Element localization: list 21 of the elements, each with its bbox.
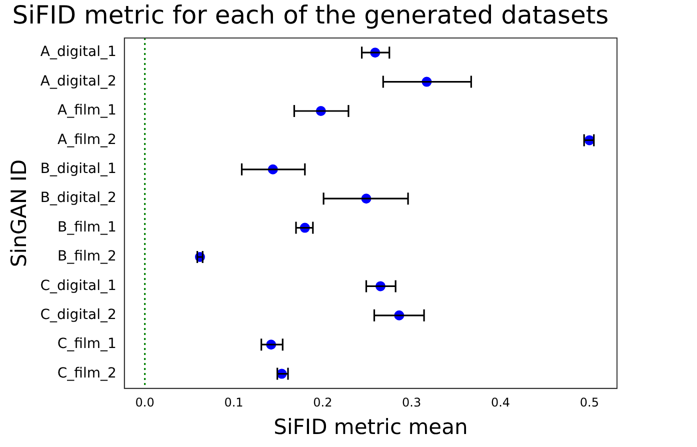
x-tick-label: 0.3 bbox=[402, 396, 422, 410]
x-tick-label: 0.5 bbox=[580, 396, 599, 410]
y-tick-label: A_film_2 bbox=[58, 132, 116, 148]
x-tick-label: 0.0 bbox=[135, 396, 154, 410]
y-tick-label: C_digital_2 bbox=[40, 307, 116, 324]
y-tick-label: A_film_1 bbox=[58, 102, 116, 119]
y-tick-label: B_film_1 bbox=[58, 219, 116, 236]
y-tick-label: B_digital_2 bbox=[40, 190, 116, 206]
chart-title: SiFID metric for each of the generated datasets bbox=[12, 0, 609, 30]
x-axis-title: SiFID metric mean bbox=[274, 414, 468, 439]
x-tick-label: 0.2 bbox=[313, 396, 332, 410]
y-tick-label: C_film_2 bbox=[57, 365, 116, 382]
x-tick-label: 0.4 bbox=[490, 396, 510, 410]
y-tick-label: A_digital_2 bbox=[40, 73, 116, 90]
y-tick-label: C_digital_1 bbox=[40, 278, 116, 294]
y-axis-title: SinGAN ID bbox=[7, 159, 32, 268]
y-tick-label: C_film_1 bbox=[57, 336, 116, 352]
y-tick-label: B_digital_1 bbox=[40, 161, 116, 178]
y-tick-label: B_film_2 bbox=[58, 248, 116, 265]
x-tick-label: 0.1 bbox=[224, 396, 244, 410]
y-tick-label: A_digital_1 bbox=[40, 44, 116, 60]
